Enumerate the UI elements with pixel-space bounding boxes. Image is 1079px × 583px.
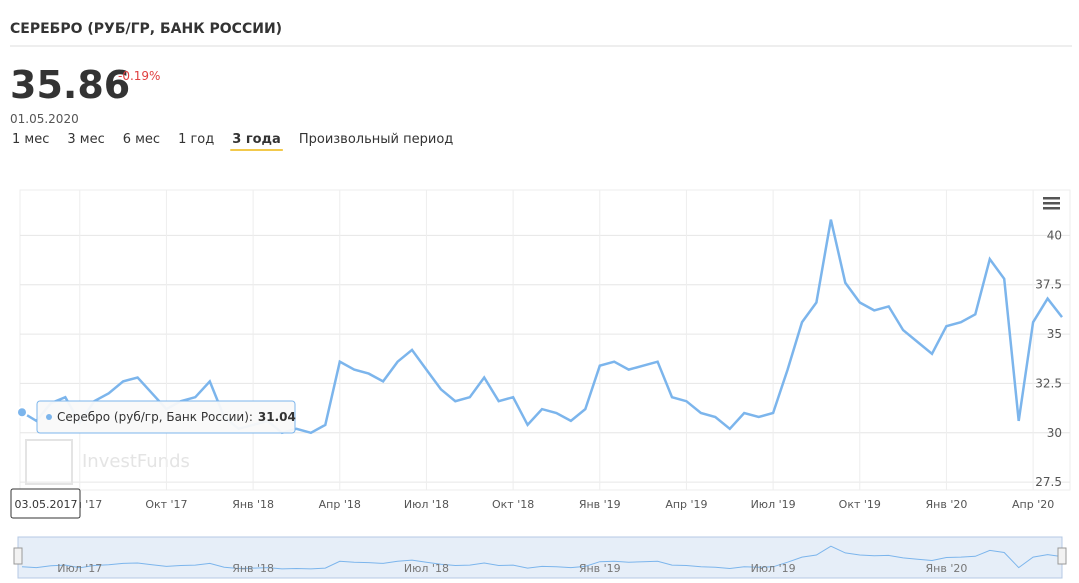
navigator-label: Июл '19 bbox=[751, 562, 796, 575]
tooltip-dot bbox=[46, 414, 52, 420]
plot-area bbox=[19, 189, 1071, 491]
price: 35.86 bbox=[10, 63, 130, 107]
nav-handle[interactable] bbox=[13, 547, 23, 565]
crosshair-date: 03.05.2017 bbox=[15, 498, 78, 511]
x-tick-label: Апр '19 bbox=[665, 498, 707, 511]
x-tick-label: Янв '18 bbox=[232, 498, 274, 511]
tooltip-value: 31.04 bbox=[258, 410, 296, 424]
period-tab[interactable]: Произвольный период bbox=[299, 132, 453, 147]
price-line bbox=[21, 219, 1063, 435]
x-tick-label: Окт '18 bbox=[492, 498, 534, 511]
x-tick-label: Апр '18 bbox=[319, 498, 361, 511]
x-tick-label: Июл '18 bbox=[404, 498, 449, 511]
period-tab[interactable]: 6 мес bbox=[123, 132, 160, 147]
x-tick-label: Июл '19 bbox=[751, 498, 796, 511]
tooltip-label: Серебро (руб/гр, Банк России): bbox=[57, 410, 253, 424]
navigator-label: Янв '18 bbox=[232, 562, 274, 575]
y-tick-label: 32.5 bbox=[1035, 376, 1062, 390]
date: 01.05.2020 bbox=[10, 112, 79, 126]
y-tick-label: 35 bbox=[1047, 327, 1062, 341]
menu-icon[interactable] bbox=[1043, 197, 1060, 210]
change: -0.19% bbox=[118, 69, 160, 83]
navigator-label: Янв '20 bbox=[926, 562, 968, 575]
x-tick-label: Апр '20 bbox=[1012, 498, 1054, 511]
y-tick-label: 40 bbox=[1047, 228, 1062, 242]
x-tick-label: Янв '19 bbox=[579, 498, 621, 511]
x-tick-label: Янв '20 bbox=[926, 498, 968, 511]
period-tab[interactable]: 1 мес bbox=[12, 132, 49, 147]
navigator[interactable] bbox=[17, 536, 1063, 579]
y-tick-label: 37.5 bbox=[1035, 278, 1062, 292]
navigator-label: Июл '18 bbox=[404, 562, 449, 575]
period-tab[interactable]: 3 мес bbox=[67, 132, 104, 147]
watermark: InvestFunds bbox=[82, 451, 190, 472]
x-tick-label: Окт '19 bbox=[839, 498, 881, 511]
crosshair-date-box bbox=[10, 488, 81, 519]
period-tab[interactable]: 1 год bbox=[178, 132, 214, 147]
tooltip-box bbox=[36, 400, 296, 434]
navigator-label: Июл '17 bbox=[57, 562, 102, 575]
watermark-logo bbox=[25, 439, 73, 485]
hover-point bbox=[16, 406, 28, 419]
navigator-line bbox=[21, 545, 1063, 570]
title: СЕРЕБРО (РУБ/ГР, БАНК РОССИИ) bbox=[10, 21, 282, 37]
active-underline bbox=[230, 149, 283, 151]
period-tab[interactable]: 3 года bbox=[232, 132, 281, 147]
x-tick-label: Окт '17 bbox=[145, 498, 187, 511]
navigator-label: Янв '19 bbox=[579, 562, 621, 575]
nav-handle[interactable] bbox=[1057, 547, 1067, 565]
y-tick-label: 30 bbox=[1047, 426, 1062, 440]
y-tick-label: 27.5 bbox=[1035, 475, 1062, 489]
